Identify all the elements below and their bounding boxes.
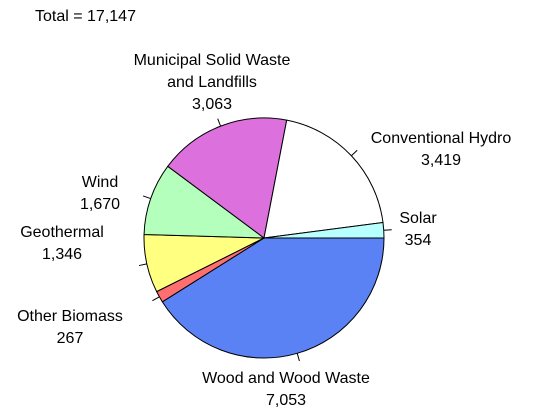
slice-label: Other Biomass 267 — [0, 306, 150, 350]
value-label: 267 — [56, 330, 84, 347]
leader-line — [217, 118, 222, 127]
slice-label: Wind 1,670 — [60, 172, 140, 216]
value-label: 7,053 — [265, 392, 307, 409]
slice-label: Municipal Solid Waste and Landfills 3,063 — [122, 50, 302, 116]
leader-line — [351, 149, 358, 157]
value-label: 3,063 — [191, 96, 233, 113]
leader-line — [138, 263, 147, 267]
category-label: Conventional Hydro — [370, 130, 512, 147]
total-label: Total = 17,147 — [35, 8, 136, 25]
leader-line — [383, 229, 392, 231]
category-label: Other Biomass — [17, 308, 123, 325]
slice-label: Wood and Wood Waste 7,053 — [176, 368, 396, 412]
category-label: Municipal Solid Waste and Landfills — [133, 52, 291, 91]
slice-label: Conventional Hydro 3,419 — [356, 128, 526, 172]
slice-label: Geothermal 1,346 — [2, 222, 122, 266]
pie-slice — [167, 117, 288, 239]
value-label: 354 — [404, 232, 432, 249]
leader-line — [152, 296, 160, 302]
pie-slice — [263, 119, 384, 239]
value-label: 1,346 — [41, 246, 83, 263]
value-label: 1,670 — [79, 196, 121, 213]
pie-slice — [143, 165, 266, 239]
category-label: Wind — [81, 174, 119, 191]
leader-line — [296, 353, 300, 362]
category-label: Wood and Wood Waste — [202, 370, 370, 387]
value-label: 3,419 — [420, 152, 462, 169]
category-label: Geothermal — [20, 224, 104, 241]
slice-label: Solar 354 — [388, 208, 448, 252]
leader-line — [142, 195, 151, 200]
category-label: Solar — [399, 210, 437, 227]
